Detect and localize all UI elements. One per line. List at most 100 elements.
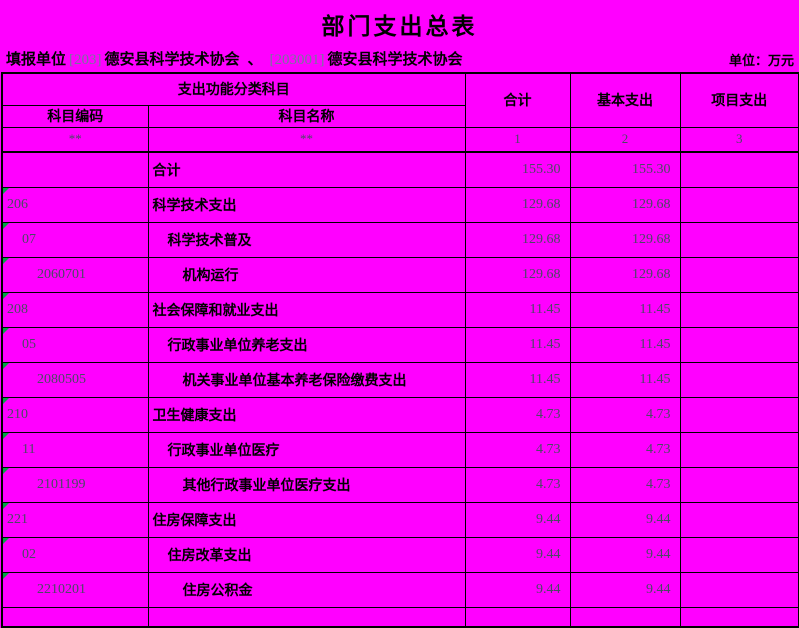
subject-name-cell[interactable]: 合计 — [147, 151, 466, 188]
total-value: 9.44 — [536, 546, 561, 562]
table-row: 2210201 住房公积金 9.44 9.44 — [1, 571, 799, 608]
table-row — [1, 606, 799, 628]
subheader-bar: 填报单位 [203] 德安县科学技术协会、 [203001] 德安县科学技术协会 单位：… — [0, 48, 799, 72]
basic-cell[interactable]: 9.44 — [569, 501, 681, 538]
basic-value: 11.45 — [639, 301, 671, 317]
subject-name-cell[interactable]: 科学技术支出 — [147, 186, 466, 223]
project-cell[interactable] — [679, 501, 799, 538]
code-column-header: 科目编码 — [1, 104, 149, 128]
total-cell[interactable]: 11.45 — [464, 361, 571, 398]
total-cell[interactable]: 11.45 — [464, 326, 571, 363]
subject-name-cell[interactable]: 机构运行 — [147, 256, 466, 293]
total-cell[interactable]: 129.68 — [464, 221, 571, 258]
total-cell[interactable]: 129.68 — [464, 186, 571, 223]
total-cell[interactable]: 4.73 — [464, 466, 571, 503]
basic-value: 4.73 — [646, 476, 671, 492]
basic-value: 129.68 — [632, 231, 671, 247]
header-row-codes: ** ** 1 2 3 — [1, 126, 799, 153]
total-cell[interactable]: 4.73 — [464, 396, 571, 433]
header-row-1: 支出功能分类科目 合计 基本支出 项目支出 — [1, 72, 799, 128]
basic-col-number: 2 — [569, 126, 681, 153]
project-cell[interactable] — [679, 291, 799, 328]
subject-name-cell[interactable]: 机关事业单位基本养老保险缴费支出 — [147, 361, 466, 398]
basic-cell[interactable]: 129.68 — [569, 186, 681, 223]
basic-cell[interactable]: 9.44 — [569, 536, 681, 573]
basic-cell[interactable] — [569, 606, 681, 628]
unit-label: 单位：万元 — [728, 53, 794, 68]
total-cell[interactable]: 9.44 — [464, 571, 571, 608]
subject-name: 住房保障支出 — [152, 511, 237, 528]
subject-code-cell[interactable]: 2060701 — [1, 256, 149, 293]
project-cell[interactable] — [679, 536, 799, 573]
basic-cell[interactable]: 4.73 — [569, 466, 681, 503]
subject-name-cell[interactable]: 其他行政事业单位医疗支出 — [147, 466, 466, 503]
basic-cell[interactable]: 11.45 — [569, 291, 681, 328]
subject-code: 206 — [7, 196, 28, 212]
total-col-number: 1 — [464, 126, 571, 153]
basic-cell[interactable]: 155.30 — [569, 151, 681, 188]
total-cell[interactable]: 155.30 — [464, 151, 571, 188]
project-cell[interactable] — [679, 221, 799, 258]
table-row: 2080505 机关事业单位基本养老保险缴费支出 11.45 11.45 — [1, 361, 799, 398]
project-cell[interactable] — [679, 431, 799, 468]
total-cell[interactable]: 129.68 — [464, 256, 571, 293]
green-corner-marker — [3, 258, 9, 264]
subject-name-cell[interactable]: 卫生健康支出 — [147, 396, 466, 433]
page-title: 部门支出总表 — [321, 13, 478, 39]
subject-name: 行政事业单位养老支出 — [167, 336, 308, 353]
subject-code-cell[interactable] — [1, 606, 149, 628]
name-column-header: 科目名称 — [147, 104, 466, 128]
project-cell[interactable] — [679, 606, 799, 628]
basic-cell[interactable]: 129.68 — [569, 256, 681, 293]
project-cell[interactable] — [679, 151, 799, 188]
org2-code: [203001] — [269, 52, 325, 68]
table-row: 208 社会保障和就业支出 11.45 11.45 — [1, 291, 799, 328]
subject-code-cell[interactable]: 210 — [1, 396, 149, 433]
total-cell[interactable] — [464, 606, 571, 628]
subject-code-cell[interactable]: 02 — [1, 536, 149, 573]
basic-cell[interactable]: 11.45 — [569, 326, 681, 363]
basic-cell[interactable]: 11.45 — [569, 361, 681, 398]
project-cell[interactable] — [679, 466, 799, 503]
basic-cell[interactable]: 9.44 — [569, 571, 681, 608]
subject-name-cell[interactable]: 行政事业单位养老支出 — [147, 326, 466, 363]
project-cell[interactable] — [679, 361, 799, 398]
basic-cell[interactable]: 129.68 — [569, 221, 681, 258]
subject-name-cell[interactable] — [147, 606, 466, 628]
subject-code-cell[interactable]: 221 — [1, 501, 149, 538]
project-cell[interactable] — [679, 326, 799, 363]
project-cell[interactable] — [679, 186, 799, 223]
project-column-header: 项目支出 — [679, 72, 799, 128]
project-cell[interactable] — [679, 396, 799, 433]
subject-name-cell[interactable]: 住房改革支出 — [147, 536, 466, 573]
total-cell[interactable]: 9.44 — [464, 501, 571, 538]
subject-name-cell[interactable]: 住房保障支出 — [147, 501, 466, 538]
basic-cell[interactable]: 4.73 — [569, 396, 681, 433]
total-cell[interactable]: 4.73 — [464, 431, 571, 468]
subject-name: 机构运行 — [182, 266, 239, 283]
basic-cell[interactable]: 4.73 — [569, 431, 681, 468]
subject-name-cell[interactable]: 行政事业单位医疗 — [147, 431, 466, 468]
total-cell[interactable]: 11.45 — [464, 291, 571, 328]
subject-code-cell[interactable]: 2210201 — [1, 571, 149, 608]
subject-code-cell[interactable]: 07 — [1, 221, 149, 258]
basic-column-header: 基本支出 — [569, 72, 681, 128]
subject-name: 合计 — [152, 161, 181, 178]
project-cell[interactable] — [679, 256, 799, 293]
subject-code-cell[interactable]: 05 — [1, 326, 149, 363]
reporting-unit-line: 填报单位 [203] 德安县科学技术协会、 [203001] 德安县科学技术协会 — [6, 48, 463, 69]
subject-code-cell[interactable] — [1, 151, 149, 188]
subject-name-cell[interactable]: 社会保障和就业支出 — [147, 291, 466, 328]
subject-code-cell[interactable]: 208 — [1, 291, 149, 328]
subject-name-cell[interactable]: 科学技术普及 — [147, 221, 466, 258]
total-cell[interactable]: 9.44 — [464, 536, 571, 573]
total-value: 9.44 — [536, 511, 561, 527]
basic-value: 129.68 — [632, 266, 671, 282]
subject-code-cell[interactable]: 11 — [1, 431, 149, 468]
subject-name-cell[interactable]: 住房公积金 — [147, 571, 466, 608]
subject-code-cell[interactable]: 206 — [1, 186, 149, 223]
project-cell[interactable] — [679, 571, 799, 608]
subject-code-cell[interactable]: 2101199 — [1, 466, 149, 503]
green-corner-marker — [3, 433, 9, 439]
subject-code-cell[interactable]: 2080505 — [1, 361, 149, 398]
